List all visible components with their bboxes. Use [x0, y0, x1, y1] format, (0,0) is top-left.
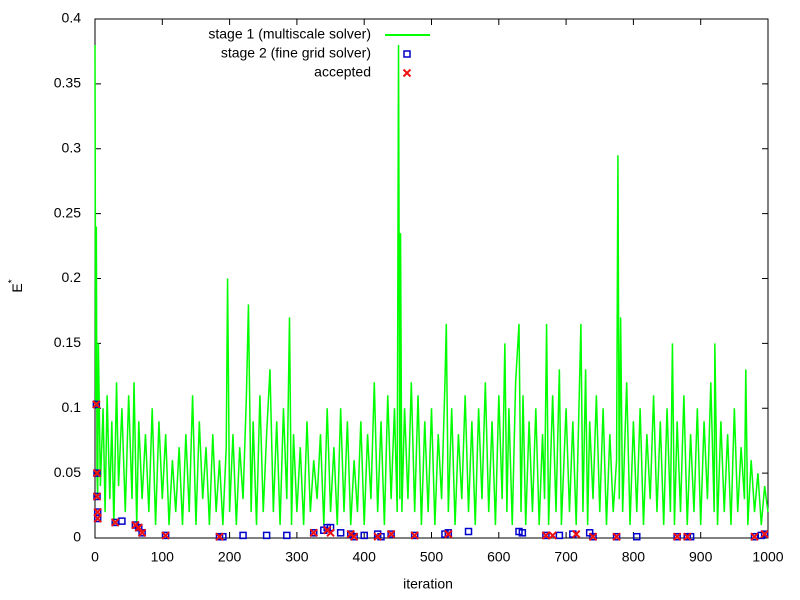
legend-label: accepted	[314, 64, 371, 80]
point	[589, 532, 597, 541]
y-tick-label: 0.1	[62, 399, 82, 415]
point	[161, 531, 170, 540]
x-tick-label: 1000	[752, 549, 783, 565]
point	[410, 531, 419, 540]
x-tick-label: 0	[91, 549, 99, 565]
x-tick-label: 200	[218, 549, 242, 565]
x-tick-label: 300	[285, 549, 309, 565]
x-tick-label: 500	[420, 549, 444, 565]
point	[92, 400, 101, 409]
point	[541, 531, 551, 540]
y-tick-label: 0.4	[62, 10, 82, 26]
point	[134, 523, 143, 532]
y-axis-label: E*	[7, 279, 25, 292]
point	[92, 468, 102, 478]
point	[548, 531, 557, 540]
point	[93, 514, 102, 523]
point	[410, 531, 419, 540]
point	[612, 532, 621, 541]
x-tick-label: 100	[151, 549, 175, 565]
y-tick-label: 0.3	[62, 139, 82, 155]
point	[326, 528, 335, 538]
point	[92, 492, 102, 501]
y-tick-label: 0.05	[54, 464, 81, 480]
point	[93, 514, 102, 523]
point	[239, 531, 247, 540]
point	[92, 400, 101, 409]
point	[542, 531, 550, 540]
point	[750, 532, 759, 541]
x-axis-label: iteration	[403, 576, 453, 592]
point	[349, 532, 359, 541]
point	[386, 529, 396, 539]
series-line	[94, 44, 769, 526]
point	[555, 531, 564, 540]
legend-swatch	[403, 50, 411, 58]
point	[118, 517, 126, 525]
y-axis-label-main: E	[9, 283, 25, 292]
point	[161, 531, 170, 540]
point	[444, 529, 453, 539]
point	[350, 532, 358, 541]
point	[110, 518, 120, 527]
point	[262, 531, 271, 540]
point	[387, 530, 395, 538]
legend-swatch	[402, 68, 412, 78]
point	[93, 469, 101, 477]
point	[673, 532, 681, 541]
y-tick-label: 0	[73, 529, 81, 545]
point	[336, 529, 345, 537]
x-tick-label: 800	[622, 549, 646, 565]
point	[373, 532, 382, 541]
x-tick-label: 700	[554, 549, 578, 565]
y-tick-label: 0.35	[54, 75, 81, 91]
x-tick-label: 600	[487, 549, 511, 565]
point	[215, 532, 224, 541]
point	[760, 529, 769, 539]
point	[360, 531, 368, 540]
point	[137, 528, 147, 538]
point	[444, 529, 453, 537]
legend-label: stage 1 (multiscale solver)	[208, 26, 371, 42]
point	[309, 529, 318, 537]
point	[309, 528, 318, 538]
point	[683, 532, 692, 541]
x-tick-label: 900	[689, 549, 713, 565]
point	[672, 532, 682, 541]
point	[93, 507, 102, 517]
point	[93, 492, 101, 501]
y-tick-label: 0.25	[54, 204, 81, 220]
point	[571, 529, 581, 539]
point	[633, 532, 641, 541]
point	[326, 523, 335, 532]
point	[283, 531, 291, 540]
y-tick-label: 0.15	[54, 334, 81, 350]
point	[518, 529, 527, 537]
point	[588, 532, 598, 541]
y-axis-label-sup: *	[7, 279, 18, 283]
x-tick-label: 400	[353, 549, 377, 565]
point	[612, 532, 621, 541]
legend-label: stage 2 (fine grid solver)	[221, 45, 371, 61]
y-tick-label: 0.2	[62, 269, 82, 285]
plot-frame	[94, 18, 769, 539]
point	[464, 527, 473, 536]
point	[760, 530, 769, 538]
